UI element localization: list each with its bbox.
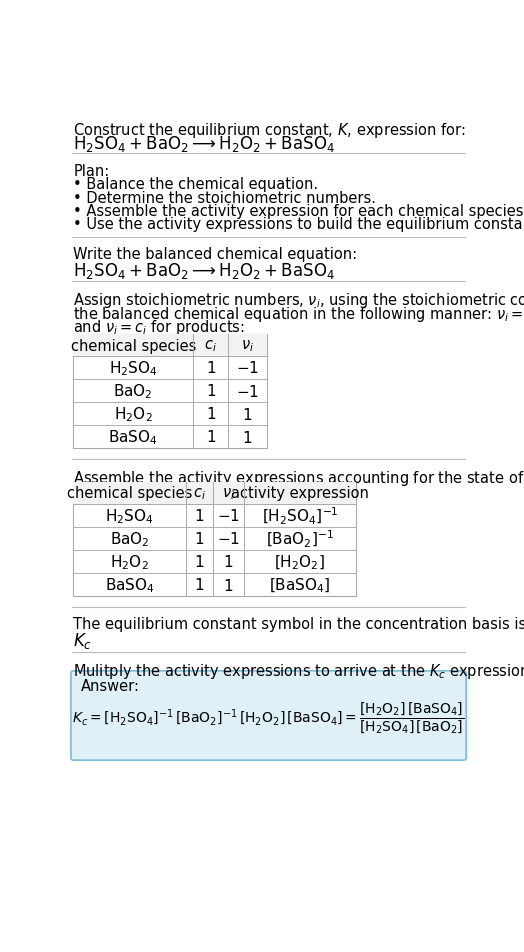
Text: $[\mathrm{H_2O_2}]$: $[\mathrm{H_2O_2}]$	[275, 553, 325, 571]
Bar	[73, 483, 356, 505]
Text: $1$: $1$	[243, 407, 253, 423]
Text: $K_c = [\mathrm{H_2SO_4}]^{-1}\,[\mathrm{BaO_2}]^{-1}\,[\mathrm{H_2O_2}]\,[\math: $K_c = [\mathrm{H_2SO_4}]^{-1}\,[\mathrm…	[72, 701, 465, 736]
Text: $\mathrm{H_2SO_4}$: $\mathrm{H_2SO_4}$	[105, 506, 154, 526]
FancyBboxPatch shape	[71, 671, 466, 761]
Text: $[\mathrm{H_2SO_4}]^{-1}$: $[\mathrm{H_2SO_4}]^{-1}$	[261, 506, 339, 526]
Text: $[\mathrm{BaO_2}]^{-1}$: $[\mathrm{BaO_2}]^{-1}$	[266, 528, 334, 549]
Text: Answer:: Answer:	[81, 678, 140, 693]
Text: Assign stoichiometric numbers, $\nu_i$, using the stoichiometric coefficients, $: Assign stoichiometric numbers, $\nu_i$, …	[73, 291, 524, 310]
Text: $[\mathrm{BaSO_4}]$: $[\mathrm{BaSO_4}]$	[269, 576, 331, 594]
Text: $\nu_i$: $\nu_i$	[222, 486, 235, 502]
Text: $\mathrm{H_2SO_4 + BaO_2 \longrightarrow H_2O_2 + BaSO_4}$: $\mathrm{H_2SO_4 + BaO_2 \longrightarrow…	[73, 134, 335, 154]
Text: $\mathrm{H_2O_2}$: $\mathrm{H_2O_2}$	[114, 405, 152, 424]
Text: $\mathrm{BaSO_4}$: $\mathrm{BaSO_4}$	[105, 576, 154, 594]
Text: • Determine the stoichiometric numbers.: • Determine the stoichiometric numbers.	[73, 190, 376, 206]
Text: $\mathrm{BaO_2}$: $\mathrm{BaO_2}$	[114, 382, 153, 401]
Text: • Assemble the activity expression for each chemical species.: • Assemble the activity expression for e…	[73, 204, 524, 218]
Text: chemical species: chemical species	[67, 486, 192, 501]
Text: 1: 1	[194, 578, 204, 592]
Text: 1: 1	[206, 384, 215, 399]
Text: Plan:: Plan:	[73, 164, 110, 178]
Text: $c_i$: $c_i$	[204, 338, 217, 353]
Bar	[73, 483, 356, 597]
Text: 1: 1	[194, 531, 204, 546]
Text: • Use the activity expressions to build the equilibrium constant expression.: • Use the activity expressions to build …	[73, 216, 524, 231]
Text: 1: 1	[206, 429, 215, 445]
Text: $\mathrm{BaO_2}$: $\mathrm{BaO_2}$	[110, 529, 149, 548]
Text: $1$: $1$	[223, 554, 233, 570]
Text: $-1$: $-1$	[236, 383, 259, 399]
Text: $K_c$: $K_c$	[73, 630, 92, 650]
Text: 1: 1	[194, 554, 204, 569]
Text: $-1$: $-1$	[217, 531, 240, 546]
Text: Assemble the activity expressions accounting for the state of matter and $\nu_i$: Assemble the activity expressions accoun…	[73, 468, 524, 487]
Text: $\mathrm{H_2O_2}$: $\mathrm{H_2O_2}$	[110, 552, 149, 571]
Text: Write the balanced chemical equation:: Write the balanced chemical equation:	[73, 247, 357, 262]
Text: $\mathrm{H_2SO_4}$: $\mathrm{H_2SO_4}$	[109, 359, 158, 377]
Text: $1$: $1$	[243, 429, 253, 446]
Text: $c_i$: $c_i$	[193, 486, 205, 502]
Text: The equilibrium constant symbol in the concentration basis is:: The equilibrium constant symbol in the c…	[73, 617, 524, 631]
Bar	[73, 335, 267, 448]
Text: 1: 1	[194, 508, 204, 524]
Text: $\nu_i$: $\nu_i$	[241, 338, 254, 353]
Bar	[73, 335, 267, 357]
Text: 1: 1	[206, 361, 215, 376]
Text: 1: 1	[206, 407, 215, 422]
Text: activity expression: activity expression	[231, 486, 369, 501]
Text: and $\nu_i = c_i$ for products:: and $\nu_i = c_i$ for products:	[73, 317, 245, 336]
Text: $1$: $1$	[223, 577, 233, 593]
Text: chemical species: chemical species	[71, 338, 196, 353]
Text: $\mathrm{H_2SO_4 + BaO_2 \longrightarrow H_2O_2 + BaSO_4}$: $\mathrm{H_2SO_4 + BaO_2 \longrightarrow…	[73, 261, 335, 281]
Text: $-1$: $-1$	[236, 360, 259, 376]
Text: $\mathrm{BaSO_4}$: $\mathrm{BaSO_4}$	[108, 428, 158, 446]
Text: the balanced chemical equation in the following manner: $\nu_i = -c_i$ for react: the balanced chemical equation in the fo…	[73, 305, 524, 324]
Text: Mulitply the activity expressions to arrive at the $K_c$ expression:: Mulitply the activity expressions to arr…	[73, 661, 524, 680]
Text: • Balance the chemical equation.: • Balance the chemical equation.	[73, 177, 319, 192]
Text: $-1$: $-1$	[217, 507, 240, 524]
Text: Construct the equilibrium constant, $K$, expression for:: Construct the equilibrium constant, $K$,…	[73, 120, 466, 139]
